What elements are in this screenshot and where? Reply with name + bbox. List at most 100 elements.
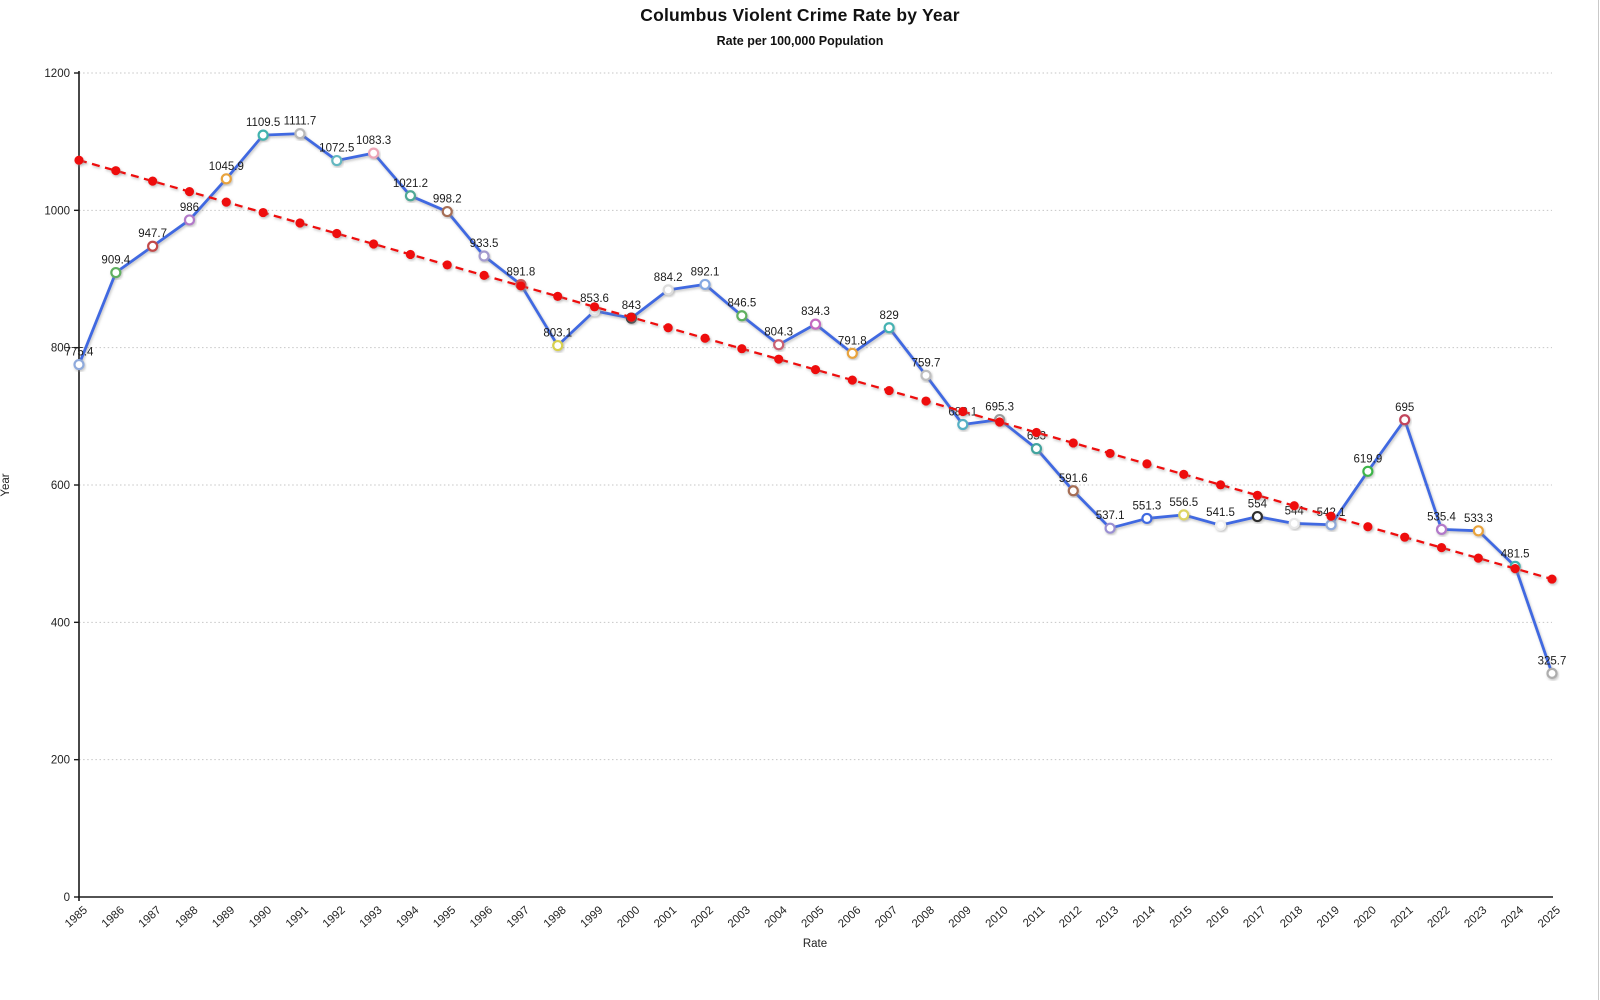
x-tick-label: 2007 — [873, 904, 900, 930]
data-point-2016[interactable] — [1214, 519, 1227, 531]
data-point-1986[interactable] — [110, 266, 122, 279]
data-point-1988[interactable] — [183, 214, 196, 226]
trend-point — [626, 312, 636, 322]
x-tick-label: 1997 — [505, 904, 532, 930]
x-tick-label: 1998 — [542, 904, 569, 930]
trend-point — [332, 228, 342, 239]
data-point-label: 325.7 — [1538, 655, 1567, 667]
data-point-label: 853.6 — [580, 293, 609, 305]
data-point-2001[interactable] — [662, 284, 674, 296]
data-point-label: 533.3 — [1464, 513, 1493, 525]
data-point-2022[interactable] — [1435, 523, 1448, 535]
data-point-2015[interactable] — [1178, 509, 1190, 521]
data-point-2003[interactable] — [736, 310, 748, 322]
data-point-2020[interactable] — [1362, 465, 1374, 477]
data-point-label: 947.7 — [138, 228, 167, 240]
trend-point — [295, 218, 305, 228]
data-point-2006[interactable] — [846, 347, 858, 359]
x-tick-label: 2024 — [1499, 904, 1526, 930]
y-tick-label: 0 — [64, 892, 70, 904]
data-point-2002[interactable] — [699, 278, 711, 291]
data-point-2014[interactable] — [1141, 512, 1153, 525]
trend-point — [1547, 574, 1557, 584]
y-tick-label: 600 — [51, 480, 70, 492]
trend-point — [1215, 480, 1226, 490]
data-point-label: 775.4 — [65, 347, 94, 359]
data-point-2013[interactable] — [1104, 522, 1116, 534]
trend-point — [479, 270, 489, 280]
data-point-1994[interactable] — [404, 190, 417, 202]
y-tick-label: 400 — [51, 617, 70, 629]
x-tick-label: 1989 — [210, 904, 237, 930]
x-tick-label: 2006 — [836, 904, 863, 930]
data-point-1996[interactable] — [478, 250, 490, 262]
x-tick-label: 1999 — [579, 904, 606, 930]
trend-point — [221, 197, 231, 207]
trend-point — [737, 344, 747, 354]
data-point-label: 591.6 — [1059, 473, 1088, 485]
trend-point — [369, 239, 379, 249]
trend-point — [663, 323, 673, 333]
y-tick-label: 1000 — [44, 205, 70, 217]
trend-point — [847, 375, 857, 385]
trend-point — [184, 187, 195, 197]
data-point-1995[interactable] — [441, 205, 453, 218]
trend-point — [995, 417, 1005, 427]
data-point-label: 891.8 — [507, 267, 536, 279]
data-point-2009[interactable] — [957, 418, 969, 431]
data-point-2023[interactable] — [1472, 525, 1484, 537]
chart-title: Columbus Violent Crime Rate by Year — [640, 5, 960, 25]
data-point-2011[interactable] — [1030, 443, 1043, 455]
data-point-1987[interactable] — [147, 240, 159, 252]
data-point-label: 541.5 — [1206, 507, 1235, 519]
data-point-label: 551.3 — [1133, 500, 1162, 512]
data-point-1998[interactable] — [552, 339, 564, 352]
trend-point — [921, 396, 931, 406]
x-tick-label: 2017 — [1241, 904, 1268, 930]
data-point-2018[interactable] — [1288, 517, 1300, 530]
data-point-label: 803.1 — [543, 328, 572, 340]
data-point-label: 846.5 — [727, 298, 756, 310]
trend-point — [1473, 553, 1483, 563]
data-point-2008[interactable] — [920, 369, 932, 381]
data-point-label: 481.5 — [1501, 548, 1530, 560]
trend-point — [516, 281, 526, 291]
data-point-label: 1109.5 — [246, 117, 280, 129]
data-point-2017[interactable] — [1251, 510, 1264, 523]
data-point-2012[interactable] — [1067, 485, 1079, 497]
data-point-2019[interactable] — [1325, 519, 1337, 531]
x-tick-label: 2009 — [947, 904, 974, 930]
x-tick-label: 2001 — [652, 904, 679, 930]
data-point-1993[interactable] — [368, 147, 380, 159]
data-point-label: 1072.5 — [319, 143, 354, 155]
trend-point — [1105, 448, 1115, 459]
data-point-1985[interactable] — [73, 358, 85, 371]
data-point-2004[interactable] — [773, 339, 785, 351]
data-point-label: 892.1 — [691, 266, 720, 278]
data-point-1991[interactable] — [294, 128, 306, 140]
data-point-label: 759.7 — [912, 357, 941, 369]
x-tick-label: 2004 — [763, 904, 790, 930]
data-point-label: 695.3 — [985, 402, 1014, 414]
x-tick-label: 2002 — [689, 904, 716, 930]
x-tick-label: 2011 — [1021, 904, 1047, 929]
x-axis-label: Rate — [802, 938, 828, 950]
data-point-label: 1083.3 — [356, 135, 391, 147]
data-point-label: 1045.9 — [209, 161, 244, 173]
chart-subtitle: Rate per 100,000 Population — [716, 34, 884, 48]
trend-point — [810, 365, 821, 375]
data-point-1990[interactable] — [257, 129, 269, 141]
data-point-2021[interactable] — [1399, 414, 1411, 426]
data-point-2005[interactable] — [809, 318, 822, 330]
data-point-label: 791.8 — [838, 335, 867, 347]
data-point-1992[interactable] — [331, 154, 343, 167]
x-tick-label: 2023 — [1462, 904, 1489, 930]
data-point-label: 829 — [880, 310, 899, 322]
data-point-2025[interactable] — [1546, 667, 1558, 679]
data-point-1989[interactable] — [220, 173, 232, 185]
data-point-2007[interactable] — [883, 322, 895, 334]
trend-point — [258, 207, 268, 218]
data-point-label: 619.9 — [1353, 453, 1382, 465]
data-point-label: 986 — [180, 202, 199, 214]
